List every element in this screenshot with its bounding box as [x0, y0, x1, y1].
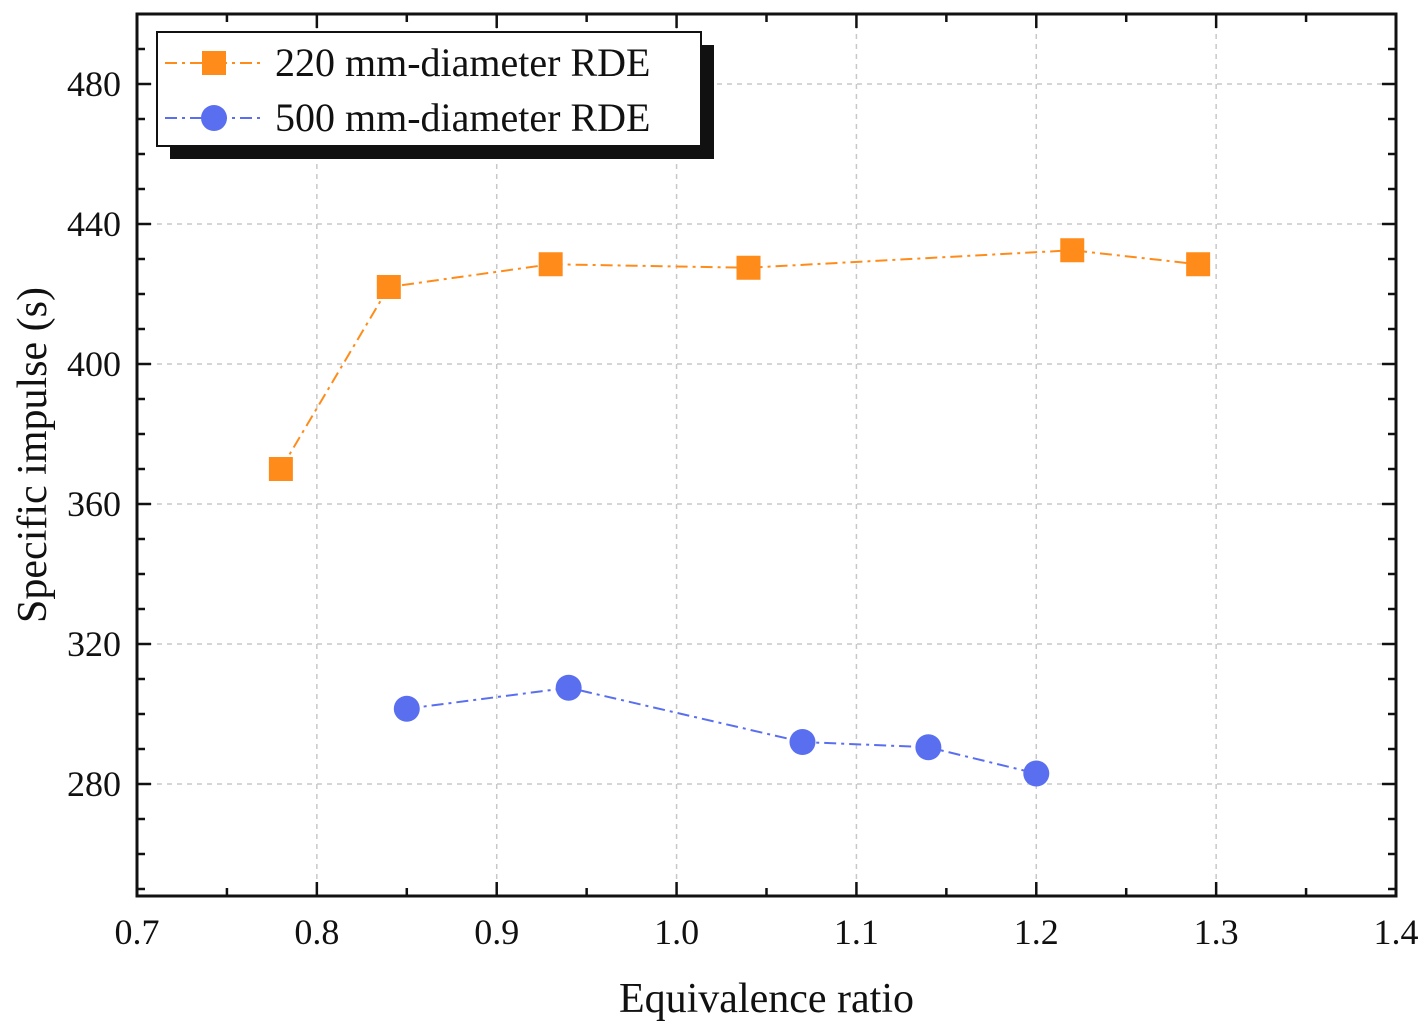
data-point-circle [555, 674, 582, 701]
series-line [406, 686, 1037, 775]
y-tick-label: 320 [67, 624, 121, 664]
series-500mm [393, 674, 1050, 787]
data-point-circle [393, 695, 420, 722]
data-series [268, 238, 1211, 787]
y-tick-label: 480 [67, 64, 121, 104]
legend-marker-circle [201, 105, 227, 131]
data-point-square [1186, 252, 1211, 277]
grid-lines [137, 14, 1396, 896]
x-tick-label: 0.9 [474, 912, 519, 952]
y-tick-label: 280 [67, 764, 121, 804]
x-tick-label: 1.3 [1194, 912, 1239, 952]
legend-label-220mm: 220 mm-diameter RDE [275, 40, 650, 85]
y-tick-label: 360 [67, 484, 121, 524]
legend-box [156, 31, 702, 147]
x-tick-label: 1.4 [1374, 912, 1419, 952]
y-axis-title: Specific impulse (s) [10, 287, 56, 623]
x-axis-title: Equivalence ratio [619, 976, 914, 1022]
series-line [280, 249, 1199, 470]
data-point-square [376, 275, 401, 299]
x-tick-label: 1.1 [834, 912, 879, 952]
x-tick-label: 1.2 [1014, 912, 1059, 952]
legend-entry-500mm: 500 mm-diameter RDE [165, 95, 650, 140]
x-tick-label: 1.0 [654, 912, 699, 952]
series-220mm [268, 238, 1211, 481]
y-tick-labels: 280 320 360 400 440 480 [67, 64, 121, 804]
x-tick-label: 0.8 [294, 912, 339, 952]
x-tick-label: 0.7 [115, 912, 160, 952]
data-point-circle [1023, 760, 1050, 787]
data-point-square [268, 457, 293, 481]
legend: 220 mm-diameter RDE 500 mm-diameter RDE [156, 31, 714, 159]
legend-entry-220mm: 220 mm-diameter RDE [165, 40, 650, 85]
data-point-circle [789, 729, 816, 755]
y-tick-label: 440 [67, 204, 121, 244]
legend-marker-square [202, 51, 226, 75]
plot-frame [135, 12, 1398, 898]
data-point-square [1060, 238, 1085, 263]
data-point-square [538, 252, 563, 277]
data-point-circle [915, 734, 942, 761]
legend-label-500mm: 500 mm-diameter RDE [275, 95, 650, 140]
x-tick-labels: 0.7 0.8 0.9 1.0 1.1 1.2 1.3 1.4 [115, 912, 1419, 952]
data-point-square [736, 255, 761, 280]
y-tick-label: 400 [67, 344, 121, 384]
